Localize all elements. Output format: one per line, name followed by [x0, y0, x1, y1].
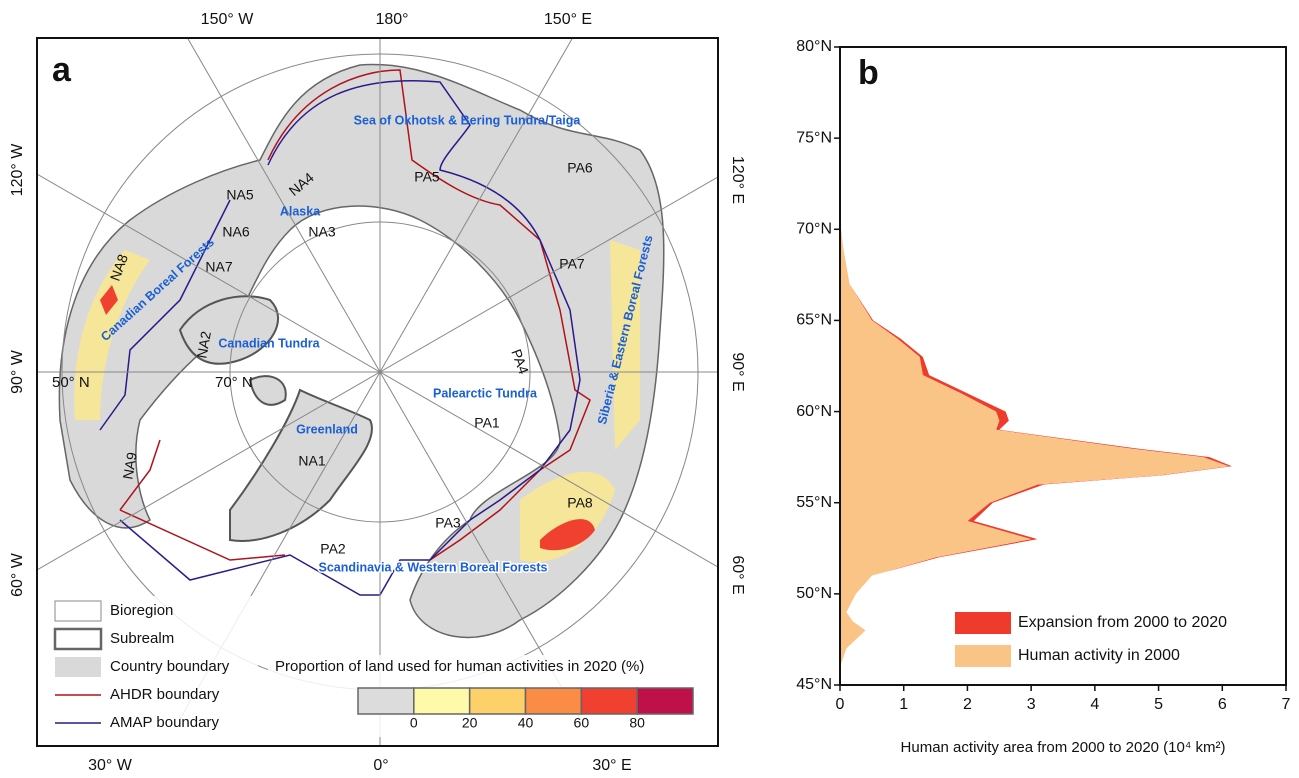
lon-label: 150° E: [544, 11, 592, 28]
x-tick-label: 2: [963, 696, 972, 713]
colorbar-tick-label: 80: [629, 715, 645, 731]
legend-swatch: [955, 612, 1011, 634]
code-label: PA7: [559, 256, 585, 272]
y-tick-label: 55°N: [796, 494, 832, 511]
colorbar-tick-label: 0: [410, 715, 418, 731]
legend-swatch: [53, 627, 103, 651]
lon-label: 0°: [373, 757, 388, 774]
legend-label: AHDR boundary: [110, 686, 220, 703]
region-label: Sea of Okhotsk & Bering Tundra/Taiga: [354, 113, 582, 127]
colorbar-box: [357, 687, 415, 715]
colorbar: 0 20 40 60 80: [357, 687, 694, 731]
legend-label: Human activity in 2000: [1018, 647, 1180, 664]
lon-label: 60° E: [729, 555, 746, 594]
x-tick-label: 7: [1282, 696, 1291, 713]
x-tick-label: 6: [1218, 696, 1227, 713]
legend-label: Subrealm: [110, 630, 174, 647]
lat-label: 50° N: [52, 374, 90, 391]
legend-swatch: [55, 657, 101, 677]
lon-label: 90° W: [9, 349, 26, 394]
y-tick-label: 65°N: [796, 312, 832, 329]
legend-swatch: [955, 645, 1011, 667]
code-label: PA8: [567, 495, 593, 511]
area-2000: [840, 220, 1229, 667]
colorbar-box: [413, 687, 471, 715]
map: a 150° W 180° 150° E 120° W 120° E 90° W…: [9, 11, 746, 774]
colorbar-box: [636, 687, 694, 715]
legend-swatch: [54, 600, 102, 622]
x-tick-label: 5: [1154, 696, 1163, 713]
region-label: Canadian Tundra: [218, 336, 320, 350]
code-label: NA3: [308, 224, 335, 240]
lon-label: 120° E: [729, 156, 746, 204]
colorbar-box: [580, 687, 638, 715]
code-label: NA7: [205, 259, 232, 275]
legend-label: Country boundary: [110, 658, 230, 675]
x-axis-label: Human activity area from 2000 to 2020 (1…: [901, 739, 1226, 756]
region-label: Alaska: [280, 204, 321, 218]
y-tick-label: 60°N: [796, 403, 832, 420]
lon-label: 30° E: [592, 757, 631, 774]
y-tick-label: 80°N: [796, 38, 832, 55]
colorbar-box: [524, 687, 583, 715]
lon-label: 150° W: [201, 11, 255, 28]
x-tick-label: 3: [1027, 696, 1036, 713]
code-label: PA1: [474, 415, 500, 431]
x-tick-label: 4: [1090, 696, 1099, 713]
legend-label: AMAP boundary: [110, 714, 219, 731]
colorbar-box: [468, 687, 527, 715]
y-tick-label: 50°N: [796, 585, 832, 602]
ahdr-line: [119, 69, 591, 561]
colorbar-tick-label: 60: [574, 715, 590, 731]
lon-label: 60° W: [9, 552, 26, 597]
legend-label: Expansion from 2000 to 2020: [1018, 614, 1227, 631]
code-label: PA6: [567, 160, 593, 176]
chart: 45°N 50°N 55°N 60°N 65°N 70°N 75°N 80°N 0 1 2 3 4 5 6 7…: [796, 38, 1290, 756]
y-tick-label: 75°N: [796, 129, 832, 146]
code-label: PA3: [435, 515, 461, 531]
lat-label: 70° N: [215, 374, 253, 391]
y-tick-label: 45°N: [796, 676, 832, 693]
arctic-islands: [178, 295, 287, 406]
plot-frame: [839, 46, 1287, 686]
code-label: PA5: [414, 169, 440, 185]
lon-label: 120° W: [9, 143, 26, 197]
region-label: Palearctic Tundra: [433, 386, 538, 400]
colorbar-tick-label: 40: [518, 715, 534, 731]
code-label: NA5: [226, 187, 253, 203]
code-label: NA9: [119, 451, 140, 481]
x-tick-label: 1: [899, 696, 908, 713]
land: [58, 63, 665, 639]
lon-label: 30° W: [88, 757, 133, 774]
region-label: Scandinavia & Western Boreal Forests: [318, 560, 547, 574]
code-label: NA2: [193, 330, 214, 360]
lon-label: 90° E: [729, 352, 746, 391]
code-label: NA6: [222, 224, 249, 240]
x-tick-label: 0: [836, 696, 845, 713]
code-label: NA1: [298, 453, 325, 469]
region-label: Greenland: [296, 422, 358, 436]
code-label: PA2: [320, 541, 346, 557]
legend-label: Bioregion: [110, 602, 173, 619]
colorbar-title: Proportion of land used for human activi…: [275, 658, 644, 675]
panel-label: b: [858, 54, 879, 92]
y-tick-label: 70°N: [796, 221, 832, 238]
panel-label: a: [52, 51, 72, 89]
colorbar-tick-label: 20: [462, 715, 478, 731]
lon-label: 180°: [375, 11, 408, 28]
map-frame: [36, 37, 719, 747]
map-body: [37, 38, 718, 746]
